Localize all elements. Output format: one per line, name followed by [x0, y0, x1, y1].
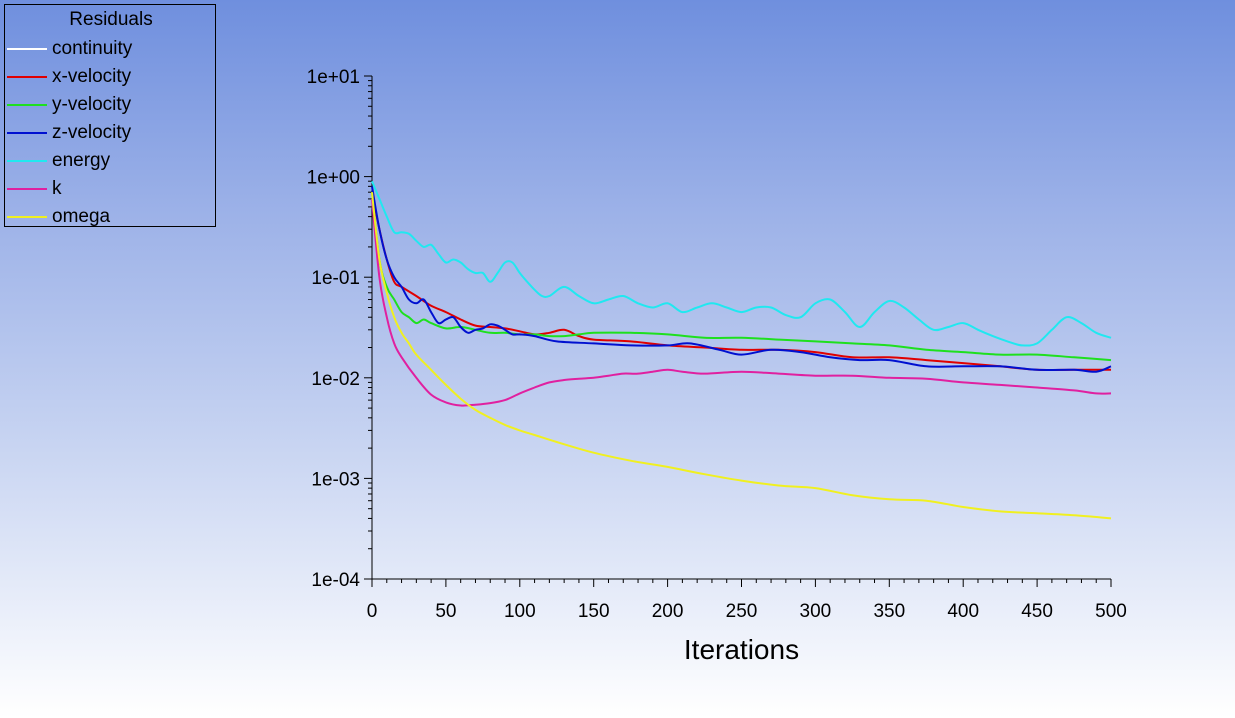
x-tick-label: 300 — [800, 601, 832, 622]
legend-swatch — [7, 188, 47, 190]
legend-label: x-velocity — [52, 66, 132, 87]
x-tick-label: 150 — [578, 601, 610, 622]
x-tick-label: 250 — [726, 601, 758, 622]
legend-swatch — [7, 216, 47, 218]
legend-item-continuity: continuity — [7, 35, 132, 63]
x-tick-label: 500 — [1095, 601, 1127, 622]
x-tick-label: 0 — [367, 601, 378, 622]
x-tick-label: 200 — [652, 601, 684, 622]
x-tick-label: 400 — [947, 601, 979, 622]
y-tick-label: 1e-02 — [311, 369, 360, 390]
legend-label: energy — [52, 150, 111, 171]
legend-label: y-velocity — [52, 94, 132, 115]
series-line-y-velocity — [371, 192, 1112, 362]
series-line-x-velocity — [371, 192, 1111, 372]
legend-title: Residuals — [69, 9, 153, 30]
legend-label: z-velocity — [52, 122, 132, 143]
legend-label: continuity — [52, 38, 133, 59]
axes: 0 50 100 150 200 250 300 350 400 450 500 1e+01 1e+00… — [307, 67, 1127, 622]
y-tick-label: 1e-04 — [311, 570, 360, 591]
series-line-z-velocity — [371, 186, 1112, 373]
legend-item-omega: omega — [7, 203, 110, 231]
legend-item-z-velocity: z-velocity — [7, 119, 131, 147]
legend-label: k — [52, 178, 62, 199]
x-tick-label: 50 — [435, 601, 456, 622]
x-tick-label: 100 — [504, 601, 536, 622]
series-line-omega — [371, 192, 1112, 520]
y-tick-label: 1e+00 — [307, 168, 360, 189]
y-tick-label: 1e-01 — [311, 268, 360, 289]
x-tick-label: 450 — [1021, 601, 1053, 622]
series-line-energy — [371, 180, 1112, 347]
legend-item-x-velocity: x-velocity — [7, 63, 131, 91]
legend-item-y-velocity: y-velocity — [7, 91, 131, 119]
legend-swatch — [7, 76, 47, 78]
x-tick-label: 350 — [873, 601, 905, 622]
series-lines — [371, 180, 1112, 520]
y-tick-label: 1e+01 — [307, 67, 360, 88]
legend-label: omega — [52, 206, 111, 227]
y-tick-label: 1e-03 — [311, 469, 360, 490]
legend-swatch — [7, 160, 47, 162]
legend-swatch — [7, 132, 47, 134]
legend: Residuals continuity x-velocity y-velocity… — [4, 4, 216, 227]
x-axis-title: Iterations — [684, 634, 799, 665]
series-line-k — [371, 198, 1112, 407]
legend-item-k: k — [7, 175, 62, 203]
legend-swatch — [7, 48, 47, 50]
legend-item-energy: energy — [7, 147, 110, 175]
legend-swatch — [7, 104, 47, 106]
